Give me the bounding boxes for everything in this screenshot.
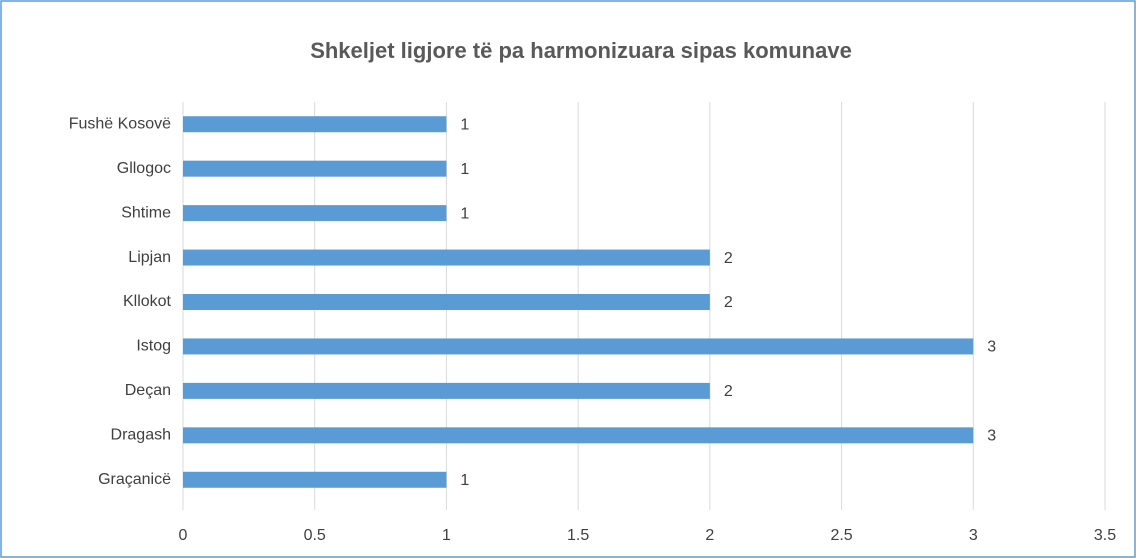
y-tick-label: Fushë Kosovë [69,115,171,132]
bar [183,249,710,266]
x-tick-label: 3 [969,527,978,544]
y-tick-label: Lipjan [128,249,171,266]
data-label: 1 [460,205,469,222]
data-label: 1 [460,472,469,489]
y-tick-label: Dragash [111,427,171,444]
x-tick-label: 0.5 [304,527,326,544]
bar [183,338,974,355]
y-tick-label: Istog [136,338,171,355]
y-tick-label: Graçanicë [98,471,171,488]
bar [183,471,447,488]
y-tick-label: Deçan [125,382,171,399]
x-tick-label: 0 [179,527,188,544]
data-label: 3 [987,428,996,445]
y-tick-label: Shtime [121,204,171,221]
bar [183,382,710,399]
bar [183,294,710,310]
data-label: 2 [724,294,733,311]
bar [183,116,447,133]
data-label: 3 [987,339,996,356]
chart-title: Shkeljet ligjore të pa harmonizuara sipa… [310,38,852,63]
data-label: 2 [724,250,733,267]
bar [183,160,447,177]
x-tick-label: 2 [705,527,714,544]
data-label: 1 [460,116,469,133]
bar [183,427,974,444]
data-label: 1 [460,161,469,178]
x-tick-label: 1.5 [567,527,589,544]
y-tick-label: Kllokot [123,293,172,310]
x-tick-label: 3.5 [1094,527,1116,544]
x-tick-label: 1 [442,527,451,544]
y-tick-label: Gllogoc [117,160,171,177]
bar [183,205,447,222]
x-tick-label: 2.5 [830,527,852,544]
data-label: 2 [724,383,733,400]
